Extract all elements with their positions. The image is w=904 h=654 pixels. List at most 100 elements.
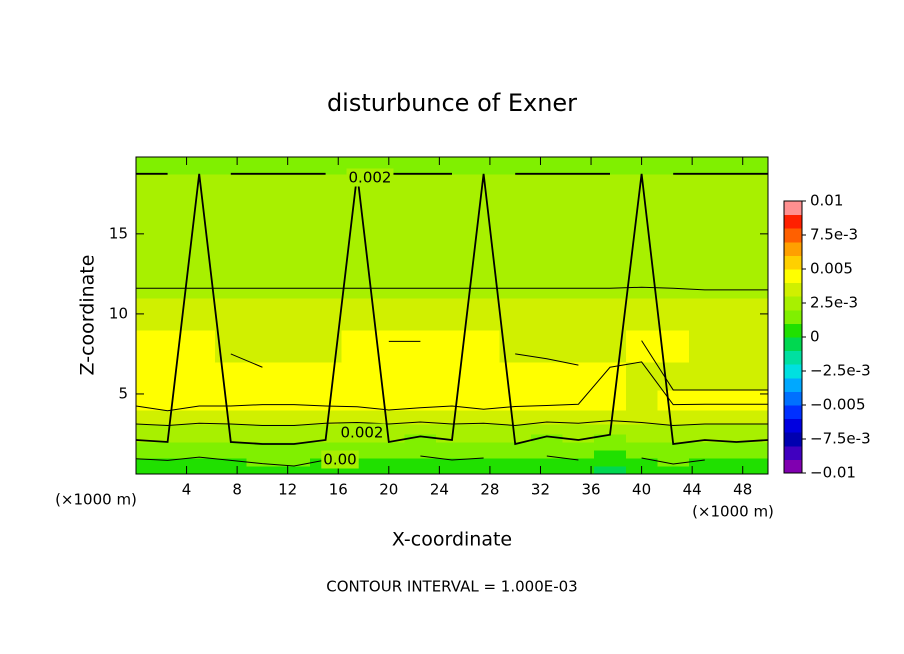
field-cell	[531, 173, 564, 203]
field-cell	[136, 265, 153, 299]
field	[136, 157, 769, 475]
field-cell	[625, 201, 658, 235]
field-cell	[467, 329, 500, 363]
field-cell	[657, 361, 690, 391]
field-cell	[246, 265, 279, 299]
field-cell	[720, 157, 753, 175]
field-cell	[467, 361, 500, 391]
field-cell	[309, 265, 342, 299]
field-cell	[720, 423, 753, 435]
field-cell	[404, 157, 437, 175]
field-cell	[136, 409, 153, 425]
field-cell	[499, 361, 532, 391]
contour-line	[135, 456, 358, 467]
field-cell	[531, 265, 564, 299]
field-cell	[531, 361, 564, 391]
field-cell	[689, 233, 722, 267]
field-cell	[689, 433, 722, 443]
x-tick-label: 12	[278, 481, 297, 499]
field-cell	[215, 423, 248, 435]
field-cell	[720, 433, 753, 443]
field-cell	[136, 389, 153, 411]
x-axis-label: X-coordinate	[392, 529, 512, 551]
field-cell	[657, 389, 690, 411]
field-cell	[531, 297, 564, 331]
field-cell	[752, 389, 769, 411]
field-cell	[341, 329, 374, 363]
field-cell	[404, 423, 437, 435]
field-cell	[404, 361, 437, 391]
field-cell	[720, 457, 753, 467]
field-cell	[752, 409, 769, 425]
field-cell	[752, 201, 769, 235]
field-cell	[136, 329, 153, 363]
field-cell	[499, 201, 532, 235]
chart-title: disturbunce of Exner	[327, 89, 577, 117]
contour-label-bg	[346, 168, 394, 187]
contour-line	[641, 457, 705, 465]
field-cell	[689, 329, 722, 363]
field-cell	[562, 465, 595, 475]
field-cell	[436, 157, 469, 175]
field-cell	[278, 233, 311, 267]
y-axis-label: Z-coordinate	[77, 255, 99, 376]
field-cell	[183, 329, 216, 363]
field-cell	[625, 389, 658, 411]
field-cell	[136, 433, 153, 443]
field-cell	[562, 265, 595, 299]
contour-line	[135, 420, 768, 426]
field-cell	[136, 297, 153, 331]
field-cell	[373, 449, 406, 459]
field-cell	[499, 409, 532, 425]
x-tick-label: 36	[581, 481, 600, 499]
field-cell	[625, 449, 658, 459]
field-cell	[720, 409, 753, 425]
field-cell	[689, 409, 722, 425]
field-cell	[594, 297, 627, 331]
field-cell	[752, 457, 769, 467]
colorbar-swatch	[784, 228, 802, 243]
colorbar-swatch	[784, 350, 802, 365]
x-tick-label: 28	[480, 481, 499, 499]
field-cell	[341, 465, 374, 475]
y-tick-label: 5	[118, 384, 128, 402]
field-cell	[215, 361, 248, 391]
field-cell	[625, 157, 658, 175]
field-cell	[309, 361, 342, 391]
field-cell	[625, 329, 658, 363]
field-cell	[373, 423, 406, 435]
field-cell	[151, 233, 184, 267]
field-cell	[531, 441, 564, 451]
x-tick-label: 16	[329, 481, 348, 499]
colorbar-swatch	[784, 377, 802, 392]
field-cell	[752, 433, 769, 443]
field-cell	[657, 297, 690, 331]
field-cell	[436, 361, 469, 391]
field-cell	[499, 441, 532, 451]
field-cell	[531, 465, 564, 475]
field-cell	[467, 433, 500, 443]
field-cell	[499, 389, 532, 411]
footer: CONTOUR INTERVAL = 1.000E-03	[326, 578, 577, 596]
field-cell	[215, 389, 248, 411]
colorbar-tick-label: −0.01	[810, 464, 856, 482]
field-cell	[278, 457, 311, 467]
field-cell	[594, 389, 627, 411]
field-cell	[341, 389, 374, 411]
field-cell	[594, 201, 627, 235]
field-cell	[720, 329, 753, 363]
field-cell	[752, 361, 769, 391]
field-cell	[373, 409, 406, 425]
field-cell	[246, 157, 279, 175]
contours	[135, 172, 769, 467]
field-cell	[309, 297, 342, 331]
field-cell	[151, 409, 184, 425]
field-cell	[594, 361, 627, 391]
contour-label: 0.00	[323, 451, 356, 469]
field-cell	[499, 433, 532, 443]
field-cell	[278, 449, 311, 459]
field-cell	[531, 433, 564, 443]
field-cell	[309, 389, 342, 411]
field-cell	[183, 433, 216, 443]
field-cell	[246, 389, 279, 411]
